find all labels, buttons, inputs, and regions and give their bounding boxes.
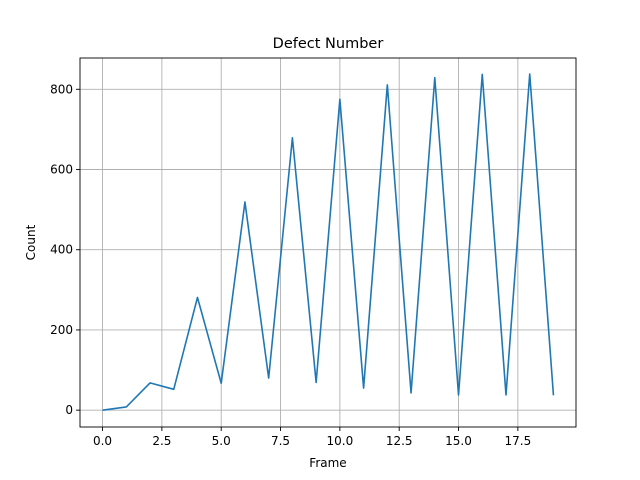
- y-tick-label: 800: [50, 82, 73, 96]
- y-tick-label: 600: [50, 163, 73, 177]
- x-axis-label: Frame: [309, 456, 346, 470]
- y-tick-label: 0: [65, 403, 73, 417]
- x-axis: 0.0 2.5 5.0 7.5 10.0 12.5 15.0 17.5: [93, 427, 531, 448]
- y-tick-label: 400: [50, 243, 73, 257]
- plot-frame: [79, 57, 577, 428]
- chart-title: Defect Number: [273, 36, 384, 52]
- x-tick-label: 17.5: [504, 434, 531, 448]
- x-tick-label: 0.0: [93, 434, 112, 448]
- series-line: [102, 73, 555, 411]
- x-tick-label: 5.0: [212, 434, 231, 448]
- x-tick-label: 15.0: [445, 434, 472, 448]
- x-tick-label: 10.0: [327, 434, 354, 448]
- y-tick-label: 200: [50, 323, 73, 337]
- series-group: [102, 73, 555, 411]
- x-tick-label: 2.5: [152, 434, 171, 448]
- y-axis-label: Count: [24, 224, 38, 260]
- x-tick-label: 7.5: [271, 434, 290, 448]
- y-axis: 0 200 400 600 800: [50, 82, 80, 417]
- x-tick-label: 12.5: [386, 434, 413, 448]
